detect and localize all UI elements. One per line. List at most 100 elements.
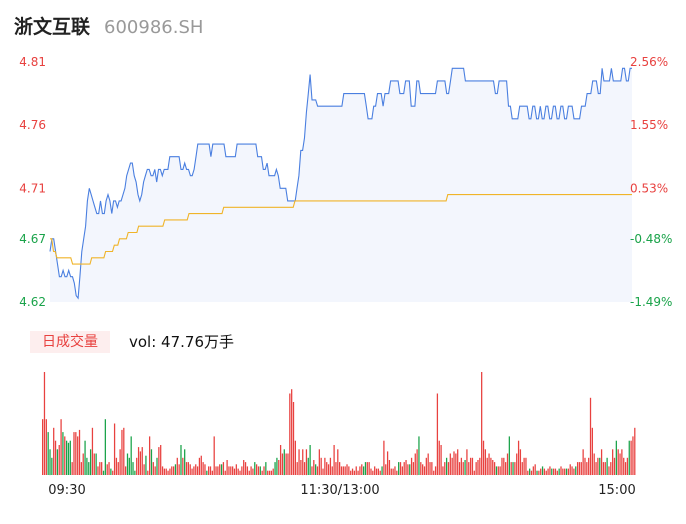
volume-bar bbox=[246, 466, 249, 475]
volume-bar bbox=[597, 457, 599, 475]
volume-bar bbox=[178, 464, 180, 475]
volume-bar bbox=[163, 468, 166, 475]
volume-bar bbox=[318, 449, 320, 476]
volume-bar bbox=[536, 470, 538, 475]
volume-bar bbox=[226, 460, 228, 475]
y-tick-label: 4.67 bbox=[19, 232, 46, 246]
volume-bar bbox=[160, 445, 162, 475]
volume-bar bbox=[582, 449, 584, 476]
volume-bar bbox=[244, 462, 247, 475]
volume-bar bbox=[128, 457, 130, 475]
volume-bar bbox=[255, 464, 258, 475]
volume-bar bbox=[195, 464, 197, 475]
volume-bar bbox=[150, 449, 153, 476]
volume-bar bbox=[562, 468, 564, 475]
volume-bar bbox=[147, 470, 149, 475]
volume-bar bbox=[440, 445, 442, 475]
volume-bar bbox=[185, 462, 188, 475]
volume-bar bbox=[58, 445, 60, 475]
volume-bar bbox=[565, 468, 568, 475]
volume-bar bbox=[394, 466, 396, 475]
volume-bar bbox=[261, 470, 263, 475]
volume-bar bbox=[427, 453, 429, 475]
volume-bar bbox=[108, 462, 110, 475]
volume-bar bbox=[263, 466, 265, 475]
volume-bar bbox=[517, 440, 520, 475]
volume-bar bbox=[462, 462, 464, 475]
volume-bar bbox=[320, 457, 322, 475]
volume-bar bbox=[324, 457, 326, 475]
volume-bar bbox=[315, 464, 317, 475]
volume-bar bbox=[329, 457, 332, 475]
volume-bar bbox=[115, 457, 118, 475]
volume-bar bbox=[165, 468, 167, 475]
volume-bar bbox=[71, 462, 73, 475]
volume-bar bbox=[381, 466, 383, 475]
volume-bar bbox=[549, 466, 551, 475]
volume-bar bbox=[342, 466, 344, 475]
volume-bar bbox=[623, 457, 625, 475]
volume-bar bbox=[161, 466, 164, 475]
volume-bar bbox=[584, 457, 586, 475]
volume-bar bbox=[121, 429, 123, 475]
volume-bar bbox=[279, 445, 282, 475]
average-line bbox=[50, 194, 632, 265]
volume-bar bbox=[355, 466, 357, 475]
volume-bar bbox=[388, 460, 391, 475]
volume-bar bbox=[619, 453, 621, 475]
volume-bar bbox=[468, 462, 470, 475]
volume-bar bbox=[45, 419, 47, 475]
volume-bar bbox=[589, 397, 592, 476]
volume-bar bbox=[490, 457, 492, 475]
volume-bar bbox=[560, 466, 562, 475]
x-tick-label: 11:30/13:00 bbox=[300, 483, 379, 498]
volume-bar bbox=[477, 460, 479, 475]
volume-bar bbox=[612, 449, 614, 476]
volume-bar bbox=[602, 462, 605, 475]
volume-bar bbox=[51, 457, 53, 475]
volume-bar bbox=[270, 470, 273, 475]
volume-bar bbox=[626, 457, 629, 475]
volume-bar bbox=[567, 468, 570, 475]
volume-bar bbox=[220, 464, 223, 475]
y-tick-label: 4.71 bbox=[19, 181, 46, 195]
volume-bar bbox=[613, 457, 616, 475]
volume-bar bbox=[187, 462, 189, 475]
volume-badge[interactable]: 日成交量 bbox=[30, 331, 110, 353]
volume-bar bbox=[86, 457, 88, 475]
volume-bar bbox=[196, 466, 199, 475]
volume-bar bbox=[119, 449, 121, 476]
volume-bar bbox=[82, 453, 84, 475]
volume-bar bbox=[230, 466, 232, 475]
volume-bar bbox=[543, 468, 546, 475]
volume-bar bbox=[333, 445, 335, 475]
volume-bar bbox=[486, 457, 488, 475]
volume-bar bbox=[453, 451, 455, 475]
volume-bar bbox=[575, 466, 577, 475]
volume-bar bbox=[337, 449, 339, 476]
volume-bar bbox=[42, 419, 44, 475]
volume-bar bbox=[551, 468, 553, 475]
volume-bar bbox=[289, 393, 291, 475]
volume-bar bbox=[357, 470, 359, 475]
y-tick-pct-label: 0.53% bbox=[630, 181, 668, 195]
volume-bar bbox=[409, 464, 411, 475]
volume-bar bbox=[578, 462, 581, 475]
volume-bar bbox=[152, 462, 154, 475]
volume-bar bbox=[431, 462, 433, 475]
volume-bar bbox=[442, 466, 444, 475]
volume-bar bbox=[154, 466, 156, 475]
volume-bar bbox=[53, 427, 55, 475]
volume-bar bbox=[101, 462, 103, 475]
volume-bar bbox=[429, 462, 431, 475]
volume-bar bbox=[254, 462, 256, 475]
volume-bar bbox=[335, 462, 337, 475]
volume-bar bbox=[139, 451, 142, 475]
volume-bar bbox=[364, 462, 367, 475]
volume-bar bbox=[606, 457, 608, 475]
volume-bar bbox=[481, 372, 483, 475]
y-tick-label: 4.62 bbox=[19, 295, 46, 309]
volume-bar bbox=[473, 470, 475, 475]
volume-bar bbox=[243, 460, 245, 475]
volume-bar bbox=[580, 462, 582, 475]
